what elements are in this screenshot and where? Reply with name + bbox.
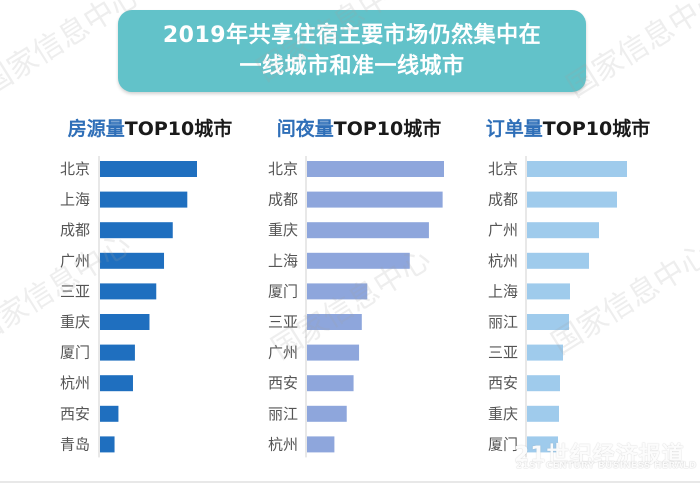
nights-bar (307, 222, 429, 239)
listings-bar (100, 314, 150, 330)
listings-category-label: 上海 (60, 191, 90, 209)
orders-bar (527, 436, 558, 453)
orders-category-label: 广州 (488, 221, 518, 239)
orders-category-label: 厦门 (488, 435, 518, 453)
orders-bar (527, 252, 589, 269)
nights-category-label: 成都 (268, 191, 298, 209)
listings-bar (100, 283, 157, 300)
nights-category-label: 重庆 (268, 221, 298, 239)
nights-bar (307, 344, 360, 361)
listings-bar (100, 375, 133, 392)
nights-bar (307, 283, 368, 300)
orders-category-label: 成都 (488, 191, 518, 209)
orders-bar (527, 405, 559, 422)
listings-category-label: 重庆 (60, 313, 90, 331)
nights-category-label: 北京 (268, 160, 298, 178)
listings-category-label: 三亚 (60, 282, 90, 300)
listings-bar (100, 252, 165, 269)
orders-category-label: 北京 (488, 160, 518, 178)
nights-bar (307, 405, 347, 422)
bottom-divider (0, 481, 700, 483)
nights-bar (307, 161, 444, 177)
nights-chart-title: 间夜量TOP10城市 (244, 114, 474, 144)
nights-category-label: 西安 (268, 374, 298, 392)
nights-bar (307, 252, 410, 269)
orders-bar (527, 344, 563, 361)
nights-category-label: 杭州 (268, 435, 298, 453)
nights-category-label: 广州 (268, 344, 298, 362)
listings-bar (100, 405, 119, 422)
orders-bar (527, 283, 570, 300)
orders-bar (527, 161, 627, 177)
nights-title-highlight: 间夜量 (276, 118, 334, 140)
title-line-2: 一线城市和准一线城市 (239, 54, 465, 79)
listings-bar (100, 191, 188, 208)
orders-chart-title: 订单量TOP10城市 (453, 114, 683, 144)
listings-category-label: 西安 (60, 405, 90, 423)
title-banner: 2019年共享住宿主要市场仍然集中在 一线城市和准一线城市 (118, 10, 586, 92)
orders-category-label: 三亚 (488, 344, 518, 362)
nights-bar (307, 375, 354, 392)
listings-category-label: 北京 (60, 160, 90, 178)
listings-bar (100, 436, 115, 453)
nights-category-label: 厦门 (268, 282, 298, 300)
orders-category-label: 杭州 (488, 252, 518, 270)
listings-title-rest: TOP10城市 (124, 118, 233, 140)
nights-category-label: 丽江 (268, 405, 298, 423)
orders-category-label: 丽江 (488, 313, 518, 331)
listings-bar (100, 344, 135, 361)
nights-bar (307, 191, 443, 208)
listings-bar (100, 161, 197, 177)
nights-title-rest: TOP10城市 (333, 118, 442, 140)
title-line-1: 2019年共享住宿主要市场仍然集中在 (162, 23, 542, 48)
listings-category-label: 成都 (60, 221, 90, 239)
orders-category-label: 西安 (488, 374, 518, 392)
listings-chart-title: 房源量TOP10城市 (35, 114, 265, 144)
nights-bar (307, 436, 335, 453)
listings-bar (100, 222, 173, 239)
listings-category-label: 杭州 (60, 374, 90, 392)
listings-category-label: 厦门 (60, 344, 90, 362)
listings-title-highlight: 房源量 (67, 118, 125, 140)
orders-category-label: 上海 (488, 282, 518, 300)
nights-bar (307, 314, 362, 330)
orders-title-highlight: 订单量 (485, 118, 543, 140)
listings-category-label: 广州 (60, 252, 90, 270)
nights-category-label: 上海 (268, 252, 298, 270)
orders-bar (527, 191, 617, 208)
orders-bar (527, 222, 599, 239)
orders-title-rest: TOP10城市 (542, 118, 651, 140)
orders-bar (527, 375, 560, 392)
nights-category-label: 三亚 (268, 313, 298, 331)
orders-category-label: 重庆 (488, 405, 518, 423)
listings-category-label: 青岛 (60, 435, 90, 453)
orders-bar (527, 314, 569, 330)
